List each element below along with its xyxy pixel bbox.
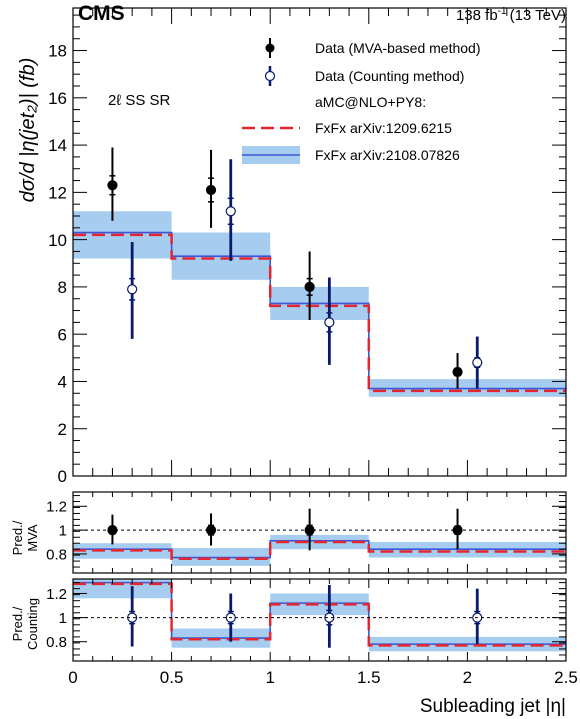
ratio-mva-ytick-label-1: 1	[59, 523, 67, 540]
xtick-label-2: 1	[265, 668, 274, 687]
energy-value: (13 TeV)	[510, 7, 566, 24]
legend-generator-header: aMC@NLO+PY8:	[315, 94, 426, 110]
ratio-mva-ylabel: Pred./MVA	[10, 520, 40, 555]
data-points	[107, 147, 483, 648]
lumi-value: 138 fb	[456, 7, 498, 24]
ratio-counting-ytick-label-2: 1.2	[46, 586, 67, 603]
x-axis-label: Subleading jet |η|	[420, 696, 566, 717]
ratio-mva-ytick-label-2: 1.2	[46, 499, 67, 516]
main-fxfx-old-line	[73, 233, 566, 393]
xtick-label-3: 1.5	[357, 668, 381, 687]
legend-mva-label: Data (MVA-based method)	[315, 40, 480, 56]
prediction-lines	[73, 231, 566, 647]
main-frame	[72, 7, 567, 477]
main-ytick-label-3: 6	[58, 325, 67, 344]
ratio-counting-ylabel: Pred./Counting	[10, 598, 40, 650]
lumi-exponent: -1	[498, 6, 507, 17]
legend-entry-fxfx-new: FxFx arXiv:2108.07826	[242, 146, 460, 164]
main-ytick-label-7: 14	[48, 136, 67, 155]
ratio-counting-ytick-label-1: 1	[59, 610, 67, 627]
xtick-label-4: 2	[463, 668, 472, 687]
legend-entry-fxfx-old: FxFx arXiv:1209.6215	[242, 120, 452, 136]
lumi-label: 138 fb-1 (13 TeV)	[456, 6, 566, 24]
main-ytick-label-5: 10	[48, 231, 67, 250]
legend: Data (MVA-based method) Data (Counting m…	[242, 38, 480, 164]
legend-counting-marker	[264, 70, 276, 82]
prediction-bands	[73, 211, 566, 652]
main-ytick-label-9: 18	[48, 42, 67, 61]
main-ytick-label-4: 8	[58, 278, 67, 297]
main-mva-point-3	[452, 366, 463, 378]
ratio-mva-ylabel-line1: Pred./	[10, 520, 25, 555]
main-mva-point-1	[205, 184, 217, 196]
legend-entry-counting: Data (Counting method)	[264, 66, 464, 86]
ratio-mva-ylabel-line2: MVA	[25, 524, 40, 552]
y-axis-label: dσ/d |η(jet₂)| (fb)	[17, 58, 39, 203]
experiment-label: CMS	[78, 2, 125, 25]
ratio-counting-ytick-label-0: 0.8	[46, 634, 67, 651]
legend-counting-label: Data (Counting method)	[315, 68, 464, 84]
xtick-label-0: 0	[68, 668, 77, 687]
main-counting-point-0	[127, 284, 138, 295]
main-ytick-label-8: 16	[48, 89, 67, 108]
main-counting-point-3	[472, 357, 483, 368]
main-counting-point-2	[324, 317, 335, 328]
xtick-label-1: 0.5	[160, 668, 184, 687]
legend-entry-mva: Data (MVA-based method)	[265, 38, 480, 58]
ratio-counting-frame	[72, 578, 567, 662]
ratio-counting-ylabel-line1: Pred./	[10, 606, 25, 641]
legend-fxfx-new-label: FxFx arXiv:2108.07826	[315, 147, 460, 163]
ratio-mva-frame	[72, 491, 567, 574]
legend-mva-marker	[265, 43, 275, 53]
ratio-counting-band-bin-2	[270, 593, 369, 616]
ratio-mva-fxfx-old-line	[73, 540, 566, 560]
main-ytick-label-1: 2	[58, 420, 67, 439]
ratio-counting-ylabel-line2: Counting	[25, 598, 40, 650]
main-ytick-label-0: 0	[58, 467, 67, 486]
ratio-counting-fxfx-old-line	[73, 582, 566, 647]
axes: 0 2 4 6 8 10 12 14 16 18 0.8 1 1.2 0.8 1 1.2 0 0.5 1 1.5 2 2.…	[46, 7, 578, 687]
legend-fxfx-old-label: FxFx arXiv:1209.6215	[315, 120, 452, 136]
main-ytick-label-2: 4	[58, 373, 67, 392]
region-label: 2ℓ SS SR	[108, 92, 171, 109]
main-counting-point-1	[225, 206, 236, 217]
xtick-label-5: 2.5	[554, 668, 578, 687]
main-mva-point-0	[107, 180, 118, 191]
main-mva-point-2	[304, 281, 315, 293]
main-ytick-label-6: 12	[48, 183, 67, 202]
ratio-mva-ytick-label-0: 0.8	[46, 546, 67, 563]
